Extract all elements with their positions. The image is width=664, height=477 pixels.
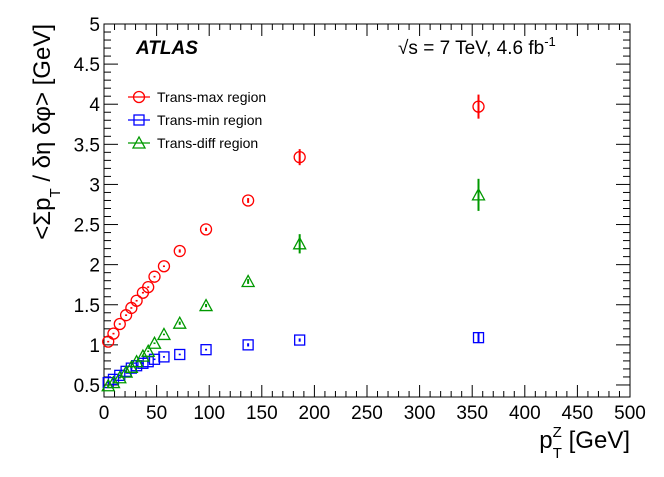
xlabel-main: p <box>539 427 552 454</box>
xlabel-sub: T <box>553 445 562 462</box>
x-tick-label: 250 <box>351 403 383 424</box>
y-axis-label: <ΣpT / δη δφ> [GeV] <box>29 24 64 240</box>
y-tick-label: 4 <box>89 95 100 116</box>
y-tick-label: 2 <box>89 256 100 277</box>
y-tick-label: 3.5 <box>74 135 100 156</box>
point <box>174 348 186 361</box>
y-tick-label: 2.5 <box>74 216 100 237</box>
x-tick-label: 200 <box>299 403 331 424</box>
point <box>107 327 120 340</box>
point <box>135 348 151 362</box>
legend-label: Trans-min region <box>157 112 262 128</box>
point <box>148 270 161 283</box>
point <box>241 194 255 207</box>
x-tick-label: 500 <box>614 403 646 424</box>
point <box>472 100 485 113</box>
point <box>157 260 171 273</box>
point <box>113 317 126 331</box>
point <box>292 236 307 250</box>
ylabel-sub: T <box>47 188 64 197</box>
y-tick-label: 1 <box>89 336 100 357</box>
y-tick-label: 1.5 <box>74 296 100 317</box>
legend-marker <box>133 114 145 126</box>
x-tick-label: 300 <box>404 403 436 424</box>
y-tick-label: 4.5 <box>74 55 100 76</box>
point <box>118 364 134 378</box>
point <box>199 223 213 236</box>
x-tick-label: 50 <box>146 403 167 424</box>
x-tick-label: 450 <box>562 403 594 424</box>
point <box>156 327 172 341</box>
point <box>141 343 156 357</box>
energy-text: √s = 7 TeV, 4.6 fb <box>398 38 544 59</box>
legend-label: Trans-max region <box>157 89 266 105</box>
legend-marker <box>131 135 147 149</box>
y-tick-label: 3 <box>89 175 100 196</box>
point <box>158 351 170 363</box>
point <box>142 280 155 294</box>
x-axis-label: pZ T [GeV] <box>539 424 630 462</box>
x-tick-label: 350 <box>456 403 488 424</box>
point <box>114 369 126 381</box>
point <box>106 375 121 389</box>
y-tick-label: 5 <box>89 15 100 36</box>
ylabel-rest: / δη δφ> [GeV] <box>29 24 56 188</box>
point <box>130 294 143 307</box>
point <box>472 331 485 344</box>
point <box>101 378 116 392</box>
point <box>241 274 256 288</box>
energy-label: √s = 7 TeV, 4.6 fb-1 <box>398 34 556 59</box>
point <box>198 298 214 312</box>
point <box>147 335 162 349</box>
legend-marker <box>132 90 146 104</box>
point <box>173 244 186 258</box>
legend-label: Trans-diff region <box>157 135 258 151</box>
point <box>200 344 212 356</box>
point <box>294 334 306 346</box>
y-tick-label: 0.5 <box>74 376 100 397</box>
x-tick-label: 400 <box>509 403 541 424</box>
ylabel-main: <Σp <box>29 198 56 240</box>
x-tick-label: 100 <box>193 403 225 424</box>
point <box>471 187 486 201</box>
frame <box>103 23 631 398</box>
point <box>172 315 187 329</box>
point <box>242 339 254 351</box>
xlabel-rest: [GeV] <box>562 427 630 454</box>
experiment-label: ATLAS <box>135 38 198 59</box>
x-tick-label: 150 <box>246 403 278 424</box>
x-tick-label: 0 <box>99 403 110 424</box>
xlabel-sup: Z <box>553 424 562 441</box>
energy-sup: -1 <box>544 34 556 49</box>
point <box>293 151 306 164</box>
